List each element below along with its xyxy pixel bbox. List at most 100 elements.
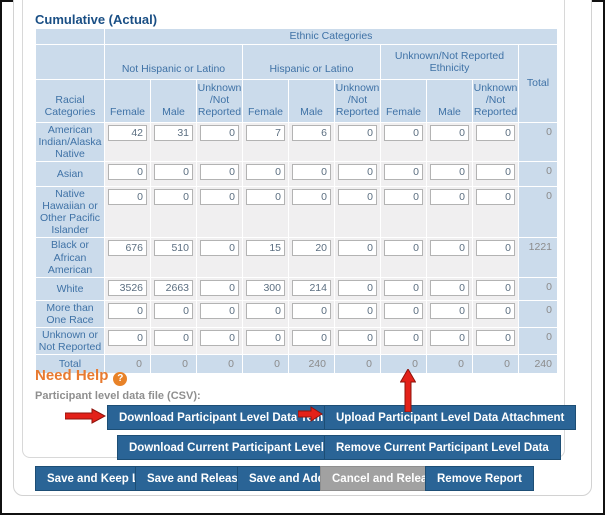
count-input[interactable]: [338, 240, 377, 257]
racial-category-label: American Indian/Alaska Native: [36, 123, 104, 162]
count-input[interactable]: [384, 279, 423, 296]
total-cell: 0: [105, 354, 150, 373]
count-input[interactable]: [154, 189, 193, 206]
count-input[interactable]: [430, 125, 469, 141]
table-row: Unknown or Not Reported 0: [36, 327, 557, 354]
count-input[interactable]: [108, 189, 147, 206]
racial-categories-header: Racial Categories: [36, 80, 104, 122]
count-input[interactable]: [154, 240, 193, 257]
count-input[interactable]: [292, 125, 331, 141]
count-input[interactable]: [476, 302, 515, 319]
count-input[interactable]: [154, 302, 193, 319]
count-input[interactable]: [246, 240, 285, 257]
count-input[interactable]: [154, 279, 193, 296]
help-icon[interactable]: ?: [113, 372, 128, 386]
count-input[interactable]: [200, 302, 239, 319]
count-input[interactable]: [246, 302, 285, 319]
upload-attachment-button[interactable]: Upload Participant Level Data Attachment: [324, 405, 577, 430]
download-current-data-button[interactable]: Download Current Participant Level Data: [117, 435, 365, 460]
count-input[interactable]: [476, 189, 515, 206]
col-header-male: Male: [289, 80, 334, 122]
count-input[interactable]: [384, 189, 423, 206]
count-input[interactable]: [338, 279, 377, 296]
count-input[interactable]: [430, 279, 469, 296]
count-input[interactable]: [108, 279, 147, 296]
col-header-unknown: Unknown /Not Reported: [473, 80, 518, 122]
count-input[interactable]: [246, 329, 285, 346]
total-row-label: Total: [36, 354, 104, 373]
remove-current-data-button[interactable]: Remove Current Participant Level Data: [324, 435, 561, 460]
count-input[interactable]: [108, 164, 147, 181]
count-input[interactable]: [338, 189, 377, 206]
count-input[interactable]: [384, 329, 423, 346]
count-input[interactable]: [246, 125, 285, 141]
remove-report-button[interactable]: Remove Report: [425, 466, 534, 491]
count-input[interactable]: [108, 240, 147, 257]
count-input[interactable]: [200, 329, 239, 346]
count-input[interactable]: [108, 329, 147, 346]
count-input[interactable]: [108, 125, 147, 141]
row-total: 0: [519, 123, 557, 162]
table-row: White 0: [36, 277, 557, 300]
count-input[interactable]: [246, 189, 285, 206]
count-input[interactable]: [200, 240, 239, 257]
count-input[interactable]: [292, 279, 331, 296]
col-header-unknown: Unknown /Not Reported: [197, 80, 242, 122]
count-input[interactable]: [292, 164, 331, 181]
row-total: 0: [519, 327, 557, 354]
corner-cell: [36, 45, 104, 79]
row-total: 0: [519, 187, 557, 238]
count-input[interactable]: [430, 302, 469, 319]
count-input[interactable]: [338, 125, 377, 141]
count-input[interactable]: [292, 189, 331, 206]
count-input[interactable]: [384, 302, 423, 319]
count-input[interactable]: [200, 279, 239, 296]
count-input[interactable]: [154, 164, 193, 181]
count-input[interactable]: [476, 329, 515, 346]
count-input[interactable]: [108, 302, 147, 319]
count-input[interactable]: [384, 125, 423, 141]
count-input[interactable]: [200, 189, 239, 206]
count-input[interactable]: [292, 329, 331, 346]
racial-category-label: Black or African American: [36, 238, 104, 277]
count-input[interactable]: [430, 164, 469, 181]
count-input[interactable]: [476, 279, 515, 296]
count-input[interactable]: [430, 329, 469, 346]
col-header-male: Male: [427, 80, 472, 122]
racial-category-label: Asian: [36, 162, 104, 187]
count-input[interactable]: [200, 125, 239, 141]
table-body: American Indian/Alaska Native 0 Asian 0 …: [36, 123, 557, 354]
table-row: American Indian/Alaska Native 0: [36, 123, 557, 162]
count-input[interactable]: [154, 329, 193, 346]
page-title: Cumulative (Actual): [35, 12, 158, 27]
need-help-heading: Need Help?: [35, 367, 128, 386]
count-input[interactable]: [430, 240, 469, 257]
racial-category-label: Native Hawaiian or Other Pacific Islande…: [36, 187, 104, 238]
count-input[interactable]: [246, 279, 285, 296]
count-input[interactable]: [384, 164, 423, 181]
count-input[interactable]: [292, 240, 331, 257]
count-input[interactable]: [430, 189, 469, 206]
row-total: 0: [519, 300, 557, 327]
count-input[interactable]: [154, 125, 193, 141]
count-input[interactable]: [338, 302, 377, 319]
csv-file-label: Participant level data file (CSV):: [35, 390, 201, 402]
count-input[interactable]: [384, 240, 423, 257]
racial-category-label: White: [36, 277, 104, 300]
group-header-hispanic: Hispanic or Latino: [243, 45, 380, 79]
count-input[interactable]: [476, 164, 515, 181]
col-header-male: Male: [151, 80, 196, 122]
count-input[interactable]: [476, 125, 515, 141]
total-cell: 0: [151, 354, 196, 373]
count-input[interactable]: [246, 164, 285, 181]
group-header-unknown-ethnicity: Unknown/Not Reported Ethnicity: [381, 45, 518, 79]
count-input[interactable]: [200, 164, 239, 181]
count-input[interactable]: [292, 302, 331, 319]
count-input[interactable]: [338, 329, 377, 346]
total-cell: 0: [335, 354, 380, 373]
count-input[interactable]: [476, 240, 515, 257]
row-total: 0: [519, 162, 557, 187]
total-cell: 0: [197, 354, 242, 373]
count-input[interactable]: [338, 164, 377, 181]
